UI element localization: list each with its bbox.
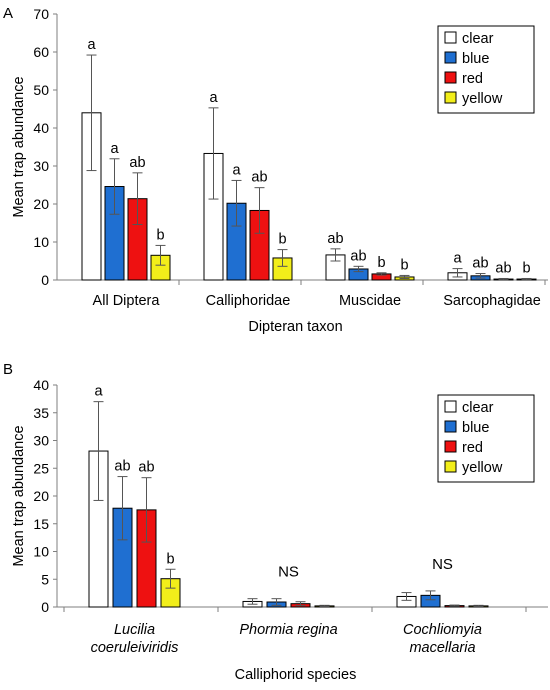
significance-label: a bbox=[453, 251, 462, 267]
legend-swatch-yellow bbox=[444, 91, 457, 104]
y-tick-label: 25 bbox=[33, 460, 49, 476]
legend-label-blue: blue bbox=[462, 51, 489, 67]
y-tick-label: 15 bbox=[33, 516, 49, 532]
y-tick-label: 10 bbox=[33, 544, 49, 560]
significance-label: b bbox=[166, 551, 174, 567]
y-tick-label: 40 bbox=[33, 377, 49, 393]
y-tick-label: 40 bbox=[33, 120, 49, 136]
significance-label: b bbox=[156, 227, 164, 243]
legend-swatch-blue bbox=[444, 420, 457, 433]
legend-label-clear: clear bbox=[462, 400, 494, 416]
significance-label: a bbox=[232, 162, 241, 178]
x-tick-label: coeruleiviridis bbox=[91, 640, 179, 656]
legend-label-red: red bbox=[462, 71, 483, 87]
panel-label: A bbox=[3, 5, 13, 22]
y-tick-label: 60 bbox=[33, 44, 49, 60]
group-annotation: NS bbox=[278, 564, 299, 581]
significance-label: a bbox=[87, 37, 96, 53]
x-tick-label: Muscidae bbox=[339, 293, 401, 309]
legend-label-clear: clear bbox=[462, 31, 494, 47]
significance-label: a bbox=[209, 90, 218, 106]
y-axis-title: Mean trap abundance bbox=[11, 76, 27, 217]
legend: clear blue red yellow bbox=[437, 394, 535, 483]
significance-label: b bbox=[522, 260, 530, 276]
legend-label-blue: blue bbox=[462, 420, 489, 436]
y-tick-label: 30 bbox=[33, 158, 49, 174]
legend-swatch-yellow bbox=[444, 460, 457, 473]
significance-label: ab bbox=[472, 256, 488, 272]
significance-label: ab bbox=[138, 460, 154, 476]
significance-label: ab bbox=[251, 170, 267, 186]
x-axis-title: Calliphorid species bbox=[235, 667, 357, 683]
y-tick-label: 30 bbox=[33, 433, 49, 449]
x-tick-label: Lucilia bbox=[114, 622, 155, 638]
significance-label: a bbox=[110, 141, 119, 157]
legend-swatch-clear bbox=[444, 400, 457, 413]
y-tick-label: 20 bbox=[33, 488, 49, 504]
legend-swatch-clear bbox=[444, 31, 457, 44]
x-tick-label: All Diptera bbox=[93, 293, 161, 309]
x-tick-label: Cochliomyia bbox=[403, 622, 482, 638]
legend-swatch-blue bbox=[444, 51, 457, 64]
x-tick-label: Calliphoridae bbox=[206, 293, 291, 309]
legend: clear blue red yellow bbox=[437, 25, 535, 114]
y-tick-label: 35 bbox=[33, 405, 49, 421]
significance-label: ab bbox=[350, 248, 366, 264]
chart-panel-b: B 0 5 10 15 20 25 30 35 40 Mean trap abundance a ab a… bbox=[3, 361, 548, 683]
legend-swatch-red bbox=[444, 71, 457, 84]
x-tick-label: Phormia regina bbox=[239, 622, 337, 638]
significance-label: ab bbox=[129, 155, 145, 171]
y-tick-label: 5 bbox=[41, 571, 49, 587]
group-annotation: NS bbox=[432, 556, 453, 573]
y-tick-label: 0 bbox=[41, 272, 49, 288]
y-tick-label: 50 bbox=[33, 82, 49, 98]
panel-label: B bbox=[3, 361, 13, 378]
x-tick-label: macellaria bbox=[409, 640, 475, 656]
significance-label: ab bbox=[327, 231, 343, 247]
significance-label: b bbox=[400, 257, 408, 273]
significance-label: b bbox=[377, 255, 385, 271]
x-axis-title: Dipteran taxon bbox=[248, 319, 342, 335]
legend-label-red: red bbox=[462, 440, 483, 456]
significance-label: a bbox=[94, 384, 103, 400]
significance-label: b bbox=[278, 232, 286, 248]
y-tick-label: 0 bbox=[41, 599, 49, 615]
legend-label-yellow: yellow bbox=[462, 460, 503, 476]
y-tick-label: 10 bbox=[33, 234, 49, 250]
significance-label: ab bbox=[495, 260, 511, 276]
y-tick-label: 70 bbox=[33, 6, 49, 22]
legend-label-yellow: yellow bbox=[462, 91, 503, 107]
x-tick-label: Sarcophagidae bbox=[443, 293, 541, 309]
legend-swatch-red bbox=[444, 440, 457, 453]
y-tick-label: 20 bbox=[33, 196, 49, 212]
y-axis-title: Mean trap abundance bbox=[11, 425, 27, 566]
significance-label: ab bbox=[114, 459, 130, 475]
